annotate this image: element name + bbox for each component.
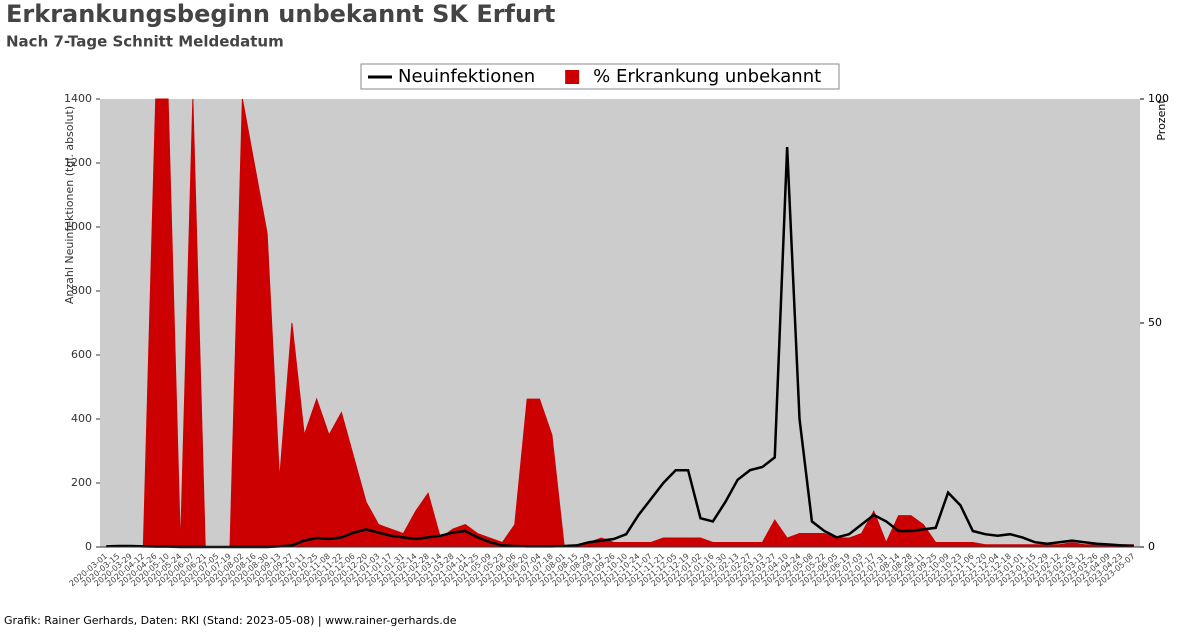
y2-tick-label: 0 xyxy=(1148,540,1155,553)
chart-title: Erkrankungsbeginn unbekannt SK Erfurt xyxy=(6,0,555,28)
legend-label: % Erkrankung unbekannt xyxy=(593,66,821,87)
y2-tick-label: 100 xyxy=(1148,92,1169,105)
legend: Neuinfektionen % Erkrankung unbekannt xyxy=(360,63,840,90)
y-tick-label: 600 xyxy=(71,348,92,361)
y-tick-label: 200 xyxy=(71,476,92,489)
y-tick-label: 800 xyxy=(71,284,92,297)
area-outline xyxy=(106,98,1134,548)
y-tick-label: 1000 xyxy=(64,220,92,233)
y-axis-label: Anzahl Neuinfektionen (tgl. absolut) xyxy=(63,106,76,304)
y2-tick-label: 50 xyxy=(1148,316,1162,329)
line xyxy=(106,146,1134,549)
y2-axis-label: Prozent xyxy=(1155,99,1168,141)
legend-box xyxy=(360,63,840,90)
y-tick-label: 1400 xyxy=(64,92,92,105)
legend-swatch xyxy=(565,70,580,84)
footer: Grafik: Rainer Gerhards, Daten: RKI (Sta… xyxy=(4,614,457,627)
y-tick-label: 400 xyxy=(71,412,92,425)
y-tick-label: 1200 xyxy=(64,156,92,169)
y-tick-label: 0 xyxy=(85,540,92,553)
legend-label: Neuinfektionen xyxy=(398,66,535,87)
chart-subtitle: Nach 7-Tage Schnitt Meldedatum xyxy=(6,33,284,51)
